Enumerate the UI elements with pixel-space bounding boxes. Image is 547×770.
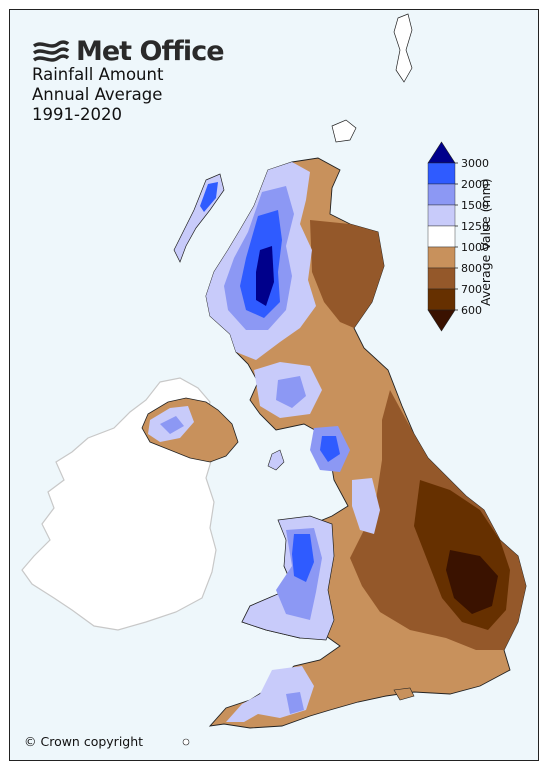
legend-colorbar: 3000 2000 1500 1250 1000 800 700 600 [427,141,489,332]
legend-band-1500-2000 [427,183,456,206]
southern-uplands-wetter [276,376,306,408]
legend-band-800-1000 [427,246,456,269]
legend-tick-label: 1000 [461,241,489,254]
ne-scotland-dry [310,220,384,328]
northern-ireland-wet-2 [160,416,184,434]
outer-hebrides-wet [200,182,218,212]
isles-of-scilly [182,738,190,746]
dartmoor-wet [286,692,304,714]
title-line-2: Annual Average [32,85,163,104]
legend-tick-label: 2000 [461,178,489,191]
wales-very-wet [292,534,314,582]
legend-title: Average Value (mm) [478,178,493,306]
brand-name: Met Office [76,36,225,67]
map-frame: 3000 2000 1500 1250 1000 800 700 600 Met Office… [9,9,539,761]
legend-band-1250-1500 [427,204,456,227]
pennines-wet [352,478,380,534]
highlands-wettest [256,246,274,306]
legend-band->3000 [427,141,456,164]
legend-tick-label: 3000 [461,157,489,170]
legend-band-<600 [427,309,456,332]
isle-of-wight [393,687,415,701]
shetland [393,13,413,83]
legend-tick-label: 800 [461,262,482,275]
legend-tick-label: 1250 [461,220,489,233]
legend-tick-label: 600 [461,304,482,317]
lake-district-wettest [320,436,340,462]
copyright-notice: © Crown copyright [24,734,144,749]
legend-tick-label: 1500 [461,199,489,212]
title-line-3: 1991-2020 [32,105,122,124]
met-office-logo: Met Office [32,36,225,67]
title-line-1: Rainfall Amount [32,65,164,84]
east-anglia-driest [446,550,498,614]
met-office-wave-icon [32,39,70,62]
rainfall-map: 3000 2000 1500 1250 1000 800 700 600 [21,13,527,746]
orkney [331,119,357,143]
legend-band-600-700 [427,288,456,311]
legend-band-1000-1250 [427,225,456,248]
legend-tick-label: 700 [461,283,482,296]
legend-band-2000-3000 [427,162,456,185]
isle-of-man [267,449,285,471]
legend-band-700-800 [427,267,456,290]
map-title: Rainfall Amount Annual Average 1991-2020 [32,65,163,125]
